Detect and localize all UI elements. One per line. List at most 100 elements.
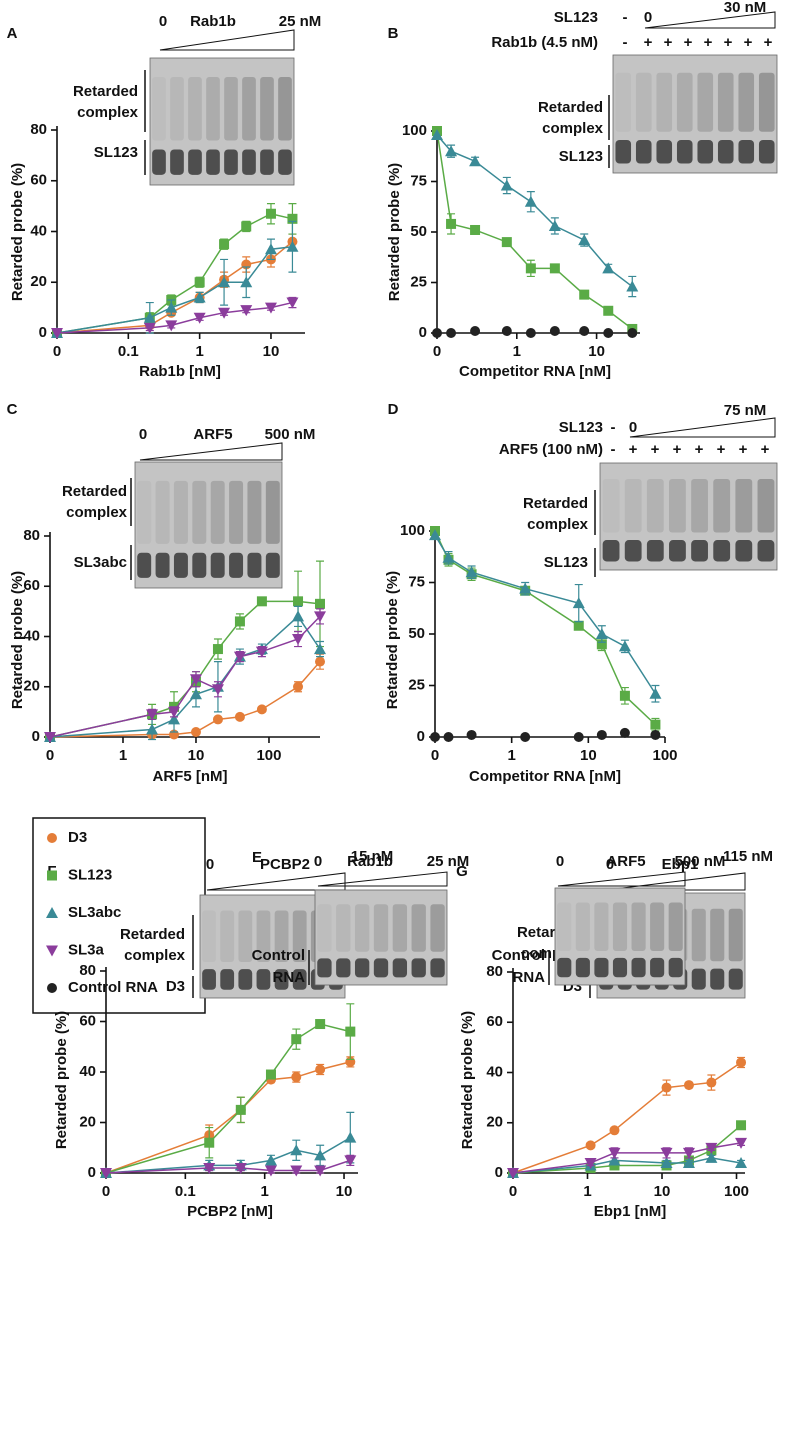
gel-lane-mark: + bbox=[695, 441, 704, 458]
gel-band bbox=[354, 958, 370, 978]
y-tick-label: 60 bbox=[23, 577, 40, 594]
gel-smear bbox=[192, 480, 207, 544]
y-tick-label: 75 bbox=[410, 172, 427, 189]
marker bbox=[168, 706, 181, 718]
marker bbox=[579, 325, 590, 336]
gel-smear bbox=[691, 479, 708, 533]
gel-protein: PCBP2 bbox=[260, 856, 310, 873]
marker bbox=[608, 1147, 621, 1159]
marker bbox=[524, 195, 537, 207]
gel-lane-mark: + bbox=[684, 34, 693, 51]
gel-smear bbox=[220, 910, 235, 962]
y-tick-label: 80 bbox=[30, 121, 47, 138]
marker bbox=[290, 1165, 303, 1177]
marker bbox=[168, 713, 181, 725]
marker bbox=[165, 301, 178, 313]
y-tick-label: 50 bbox=[408, 625, 425, 642]
x-tick-label: 0 bbox=[509, 1183, 517, 1200]
gel-smear bbox=[188, 77, 202, 141]
marker bbox=[44, 732, 56, 743]
marker bbox=[430, 732, 440, 742]
gel-complex-label: Retarded bbox=[523, 495, 588, 512]
marker bbox=[683, 1080, 694, 1091]
gel-band bbox=[713, 540, 731, 562]
gel-probe: Control bbox=[252, 947, 305, 964]
gel-smear bbox=[758, 72, 775, 132]
y-tick-label: 25 bbox=[410, 273, 427, 290]
gel-lane-mark: + bbox=[764, 34, 773, 51]
gel-smear bbox=[137, 480, 152, 544]
marker bbox=[193, 291, 206, 303]
x-tick-label: 100 bbox=[652, 747, 677, 764]
marker bbox=[235, 1104, 246, 1115]
marker bbox=[292, 634, 305, 646]
gel-band bbox=[624, 540, 642, 562]
y-tick-label: 0 bbox=[39, 324, 47, 341]
gel-band bbox=[256, 969, 271, 990]
gel-band bbox=[735, 540, 753, 562]
x-axis-title: Rab1b [nM] bbox=[139, 363, 221, 380]
marker bbox=[190, 726, 201, 737]
y-tick-label: 40 bbox=[486, 1063, 503, 1080]
marker bbox=[286, 297, 299, 309]
x-axis-title: ARF5 [nM] bbox=[153, 768, 228, 785]
marker bbox=[650, 729, 661, 740]
gel-end: 30 nM bbox=[724, 0, 767, 16]
gel-probe: SL3abc bbox=[74, 554, 127, 571]
y-tick-label: 20 bbox=[486, 1114, 503, 1131]
wedge bbox=[629, 417, 776, 438]
y-axis-title: Retarded probe (%) bbox=[53, 1011, 70, 1149]
x-axis-title: Ebp1 [nM] bbox=[594, 1203, 667, 1220]
gel-complex-label: complex bbox=[527, 516, 589, 533]
marker bbox=[736, 1120, 747, 1131]
x-tick-label: 0 bbox=[102, 1183, 110, 1200]
marker bbox=[466, 729, 477, 740]
marker bbox=[705, 1142, 718, 1154]
gel-lane-mark: + bbox=[761, 441, 770, 458]
marker bbox=[189, 674, 202, 686]
x-axis-title: Competitor RNA [nM] bbox=[459, 363, 611, 380]
gel-smear bbox=[278, 77, 292, 141]
gel-smear bbox=[656, 72, 673, 132]
gel-band bbox=[691, 540, 708, 562]
marker bbox=[211, 684, 224, 696]
gel-complex-label: Retarded bbox=[120, 926, 185, 943]
gel-band bbox=[247, 552, 262, 578]
gel-band bbox=[210, 552, 225, 578]
gel-smear bbox=[206, 77, 220, 141]
gel-complex-label: Retarded bbox=[73, 83, 138, 100]
marker bbox=[291, 1072, 302, 1083]
gel-lane-mark: + bbox=[704, 34, 713, 51]
gel-smear bbox=[710, 908, 725, 962]
marker bbox=[442, 551, 455, 563]
gel-smear bbox=[650, 902, 665, 952]
gel-protein: ARF5 bbox=[606, 853, 645, 870]
gel-start: 0 bbox=[606, 856, 614, 873]
gel-end: 500 nM bbox=[675, 853, 726, 870]
marker bbox=[264, 243, 277, 255]
gel-smear bbox=[728, 908, 743, 962]
gel-smear bbox=[265, 480, 280, 544]
y-tick-label: 0 bbox=[495, 1164, 503, 1181]
series-line bbox=[49, 615, 321, 738]
marker bbox=[501, 237, 512, 248]
marker bbox=[234, 1162, 247, 1174]
y-tick-label: 20 bbox=[79, 1113, 96, 1130]
gel-competitor: SL123 bbox=[559, 419, 603, 436]
gel-smear bbox=[238, 910, 253, 962]
gel-band bbox=[373, 958, 389, 978]
marker bbox=[735, 1137, 748, 1149]
gel-smear bbox=[260, 77, 274, 141]
marker bbox=[234, 616, 245, 627]
gel-complex-label: complex bbox=[66, 504, 128, 521]
gel-band bbox=[676, 139, 693, 164]
marker bbox=[507, 1168, 519, 1179]
gel-smear bbox=[256, 910, 271, 962]
gel-band bbox=[646, 540, 664, 562]
gel-smear bbox=[173, 480, 188, 544]
gel-smear bbox=[392, 904, 408, 952]
marker bbox=[650, 719, 661, 730]
wedge bbox=[557, 871, 686, 887]
x-tick-label: 10 bbox=[580, 747, 597, 764]
gel-end: 115 nM bbox=[723, 848, 773, 865]
